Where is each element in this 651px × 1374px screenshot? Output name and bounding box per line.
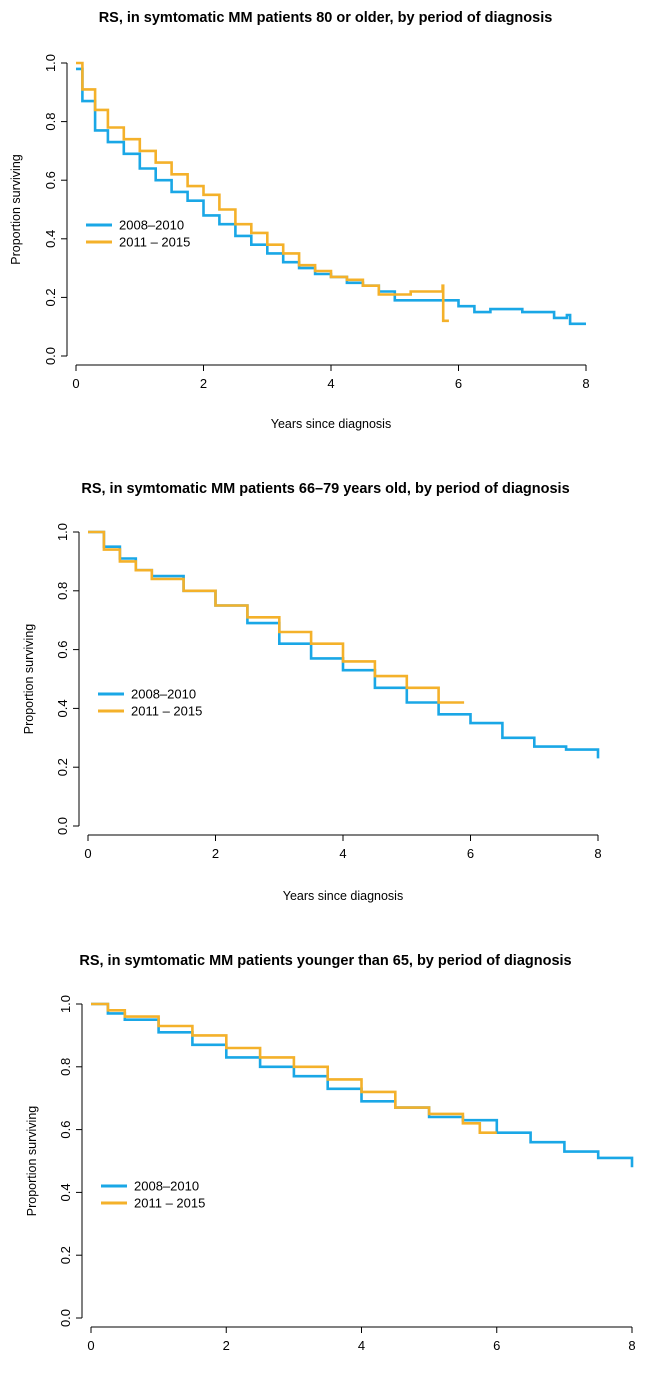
chart-title: RS, in symtomatic MM patients 66–79 year… <box>81 481 569 497</box>
x-tick-label: 6 <box>467 846 474 861</box>
y-tick-label: 0.8 <box>43 113 58 131</box>
x-tick-label: 2 <box>212 846 219 861</box>
chart-2-svg: RS, in symtomatic MM patients 66–79 year… <box>22 481 602 903</box>
axes <box>78 532 598 836</box>
x-tick-label: 8 <box>628 1338 635 1353</box>
y-tick-label: 0.2 <box>55 758 70 776</box>
chart-panel-1: RS, in symtomatic MM patients 80 or olde… <box>0 0 651 448</box>
legend-label: 2011 – 2015 <box>134 1196 205 1211</box>
legend-label: 2011 – 2015 <box>119 235 190 250</box>
series-line-2011-2015 <box>91 1002 497 1134</box>
x-tick-label: 8 <box>594 846 601 861</box>
x-tick-label: 0 <box>87 1338 94 1353</box>
legend-label: 2008–2010 <box>119 218 184 233</box>
y-tick-label: 0.8 <box>55 582 70 600</box>
y-axis-label: Proportion surviving <box>25 1106 39 1217</box>
y-tick-label: 0.4 <box>43 230 58 248</box>
legend: 2008–2010 2011 – 2015 <box>101 1179 205 1211</box>
y-axis-label: Proportion surviving <box>9 154 23 265</box>
y-tick-label: 1.0 <box>43 54 58 72</box>
chart-panel-3: RS, in symtomatic MM patients younger th… <box>0 932 651 1374</box>
y-tick-label: 0.4 <box>55 699 70 717</box>
y-axis-label: Proportion surviving <box>22 624 36 735</box>
legend-label: 2008–2010 <box>134 1179 199 1194</box>
x-tick-label: 6 <box>493 1338 500 1353</box>
x-tick-label: 8 <box>582 376 589 391</box>
y-tick-label: 1.0 <box>55 523 70 541</box>
axes <box>66 63 586 366</box>
legend-label: 2008–2010 <box>131 687 196 702</box>
chart-3-svg: RS, in symtomatic MM patients younger th… <box>25 953 636 1353</box>
chart-title: RS, in symtomatic MM patients younger th… <box>79 953 571 969</box>
x-tick-label: 4 <box>327 376 334 391</box>
x-tick-label: 2 <box>223 1338 230 1353</box>
chart-1-svg: RS, in symtomatic MM patients 80 or olde… <box>9 10 590 431</box>
y-tick-label: 0.6 <box>55 641 70 659</box>
x-tick-label: 4 <box>339 846 346 861</box>
legend: 2008–2010 2011 – 2015 <box>86 218 190 250</box>
y-tick-label: 0.2 <box>58 1246 73 1264</box>
y-tick-label: 0.0 <box>55 817 70 835</box>
x-axis-label: Years since diagnosis <box>283 889 403 903</box>
legend: 2008–2010 2011 – 2015 <box>98 687 202 719</box>
y-tick-label: 0.0 <box>43 347 58 365</box>
x-tick-label: 4 <box>358 1338 365 1353</box>
y-tick-label: 0.6 <box>43 171 58 189</box>
x-tick-label: 2 <box>200 376 207 391</box>
series-line-2011-2015 <box>76 61 449 323</box>
legend-label: 2011 – 2015 <box>131 704 202 719</box>
y-tick-label: 0.0 <box>58 1309 73 1327</box>
axes <box>81 1004 632 1328</box>
series-line-2008-2010 <box>76 67 586 326</box>
series-line-2011-2015 <box>88 530 465 704</box>
y-tick-label: 0.8 <box>58 1058 73 1076</box>
x-tick-label: 6 <box>455 376 462 391</box>
x-axis-label: Years since diagnosis <box>271 417 391 431</box>
chart-title: RS, in symtomatic MM patients 80 or olde… <box>99 10 553 26</box>
x-tick-label: 0 <box>84 846 91 861</box>
y-tick-label: 0.6 <box>58 1121 73 1139</box>
y-tick-label: 1.0 <box>58 995 73 1013</box>
chart-panel-2: RS, in symtomatic MM patients 66–79 year… <box>0 460 651 910</box>
y-tick-label: 0.2 <box>43 288 58 306</box>
y-tick-label: 0.4 <box>58 1183 73 1201</box>
x-tick-label: 0 <box>72 376 79 391</box>
